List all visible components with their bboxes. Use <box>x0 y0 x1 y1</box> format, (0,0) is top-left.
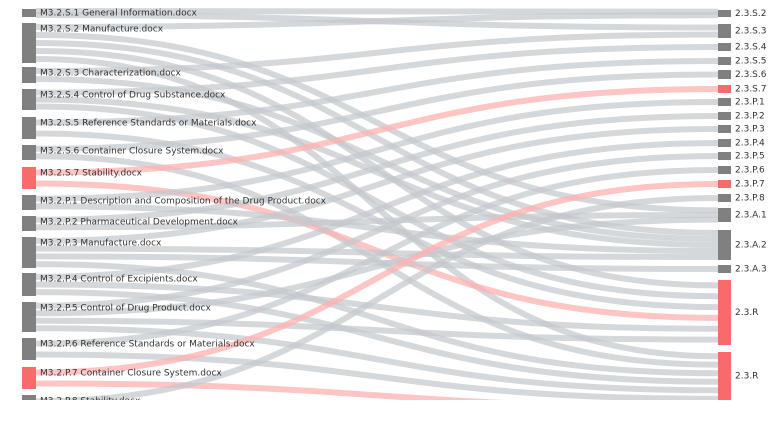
source-node[interactable] <box>22 9 36 17</box>
link <box>35 44 719 96</box>
source-label: M3.2.P.2 Pharmaceutical Development.docx <box>40 218 239 228</box>
target-node[interactable] <box>718 152 731 160</box>
link <box>35 71 719 152</box>
links <box>35 8 719 416</box>
target-node[interactable] <box>718 70 731 79</box>
target-node[interactable] <box>718 57 731 65</box>
target-label: 2.3.P.5 <box>735 152 765 162</box>
target-label: 2.3.S.2 <box>735 9 766 19</box>
link <box>35 126 719 244</box>
source-node[interactable] <box>22 338 36 360</box>
link <box>35 32 719 214</box>
link <box>35 113 719 223</box>
source-node[interactable] <box>22 117 36 139</box>
link <box>35 216 719 317</box>
link <box>35 317 719 343</box>
target-node[interactable] <box>718 24 731 38</box>
source-label: M3.2.S.3 Characterization.docx <box>40 69 182 79</box>
target-label: 2.3.P.4 <box>735 139 765 149</box>
target-label: 2.3.P.7 <box>735 180 765 190</box>
link <box>35 8 719 15</box>
link <box>35 380 504 400</box>
source-label: M3.2.P.6 Reference Standards or Material… <box>40 340 255 350</box>
link <box>35 281 719 332</box>
link <box>35 253 719 272</box>
target-label: 2.3.S.5 <box>735 57 766 67</box>
target-label: 2.3.P.1 <box>735 98 765 108</box>
target-node[interactable] <box>718 208 731 222</box>
source-label: M3.2.P.8 Stability.docx <box>40 397 141 407</box>
source-node[interactable] <box>22 237 36 268</box>
target-label: 2.3.A.3 <box>735 265 767 275</box>
target-node[interactable] <box>718 43 731 51</box>
link <box>35 12 719 30</box>
target-node[interactable] <box>718 10 731 17</box>
link <box>35 58 719 126</box>
source-node[interactable] <box>22 195 36 210</box>
source-node[interactable] <box>22 67 36 83</box>
link <box>35 140 719 280</box>
target-label: 2.3.P.6 <box>735 166 765 176</box>
target-label: 2.3.A.1 <box>735 211 767 221</box>
target-node[interactable] <box>718 265 731 273</box>
target-node[interactable] <box>718 85 731 93</box>
source-node[interactable] <box>22 395 36 420</box>
source-node[interactable] <box>22 216 36 231</box>
link <box>35 99 719 202</box>
source-label: M3.2.P.4 Control of Excipients.docx <box>40 275 198 285</box>
link <box>35 96 719 248</box>
target-node[interactable] <box>718 194 731 202</box>
source-node[interactable] <box>22 167 36 189</box>
link <box>35 181 719 376</box>
source-label: M3.2.P.3 Manufacture.docx <box>40 239 162 249</box>
link <box>36 414 718 416</box>
source-label: M3.2.S.4 Control of Drug Substance.docx <box>40 91 226 101</box>
source-label: M3.2.S.7 Stability.docx <box>40 169 143 179</box>
target-node[interactable] <box>718 180 731 188</box>
link <box>35 245 719 260</box>
source-node[interactable] <box>22 23 36 63</box>
link <box>35 167 719 347</box>
target-label: 2.3.P.3 <box>735 125 765 135</box>
source-label: M3.2.S.5 Reference Standards or Material… <box>40 119 257 129</box>
target-label: 2.3.P.2 <box>735 112 765 122</box>
target-node[interactable] <box>718 230 731 260</box>
source-label: M3.2.S.6 Container Closure System.docx <box>40 147 224 157</box>
source-node[interactable] <box>22 367 36 389</box>
target-label: 2.3.P.8 <box>735 194 765 204</box>
target-label: 2.3.R <box>735 372 758 382</box>
source-node[interactable] <box>22 273 36 296</box>
target-node[interactable] <box>718 125 731 133</box>
source-node[interactable] <box>22 302 36 332</box>
source-label: M3.2.P.7 Container Closure System.docx <box>40 369 222 379</box>
source-node[interactable] <box>22 145 36 160</box>
target-node[interactable] <box>718 352 731 420</box>
nodes: M3.2.S.1 General Information.docx M3.2.S.… <box>22 9 767 420</box>
source-label: M3.2.S.1 General Information.docx <box>40 9 198 19</box>
target-node[interactable] <box>718 166 731 174</box>
source-label: M3.2.P.1 Description and Composition of … <box>40 197 327 207</box>
link <box>35 351 719 400</box>
target-label: 2.3.S.3 <box>735 27 766 37</box>
target-label: 2.3.S.6 <box>735 70 767 80</box>
link <box>35 153 719 309</box>
target-label: 2.3.S.7 <box>735 85 766 95</box>
link <box>35 195 719 400</box>
source-label: M3.2.S.2 Manufacture.docx <box>40 25 164 35</box>
link <box>35 212 719 231</box>
source-label: M3.2.P.5 Control of Drug Product.docx <box>40 304 211 314</box>
target-node[interactable] <box>718 112 731 120</box>
target-node[interactable] <box>718 280 731 345</box>
target-label: 2.3.A.2 <box>735 241 767 251</box>
target-node[interactable] <box>718 98 731 106</box>
source-node[interactable] <box>22 89 36 110</box>
link <box>35 86 719 176</box>
link <box>35 31 719 74</box>
target-label: 2.3.S.4 <box>735 43 767 53</box>
target-label: 2.3.R <box>735 308 758 318</box>
target-node[interactable] <box>718 139 731 147</box>
